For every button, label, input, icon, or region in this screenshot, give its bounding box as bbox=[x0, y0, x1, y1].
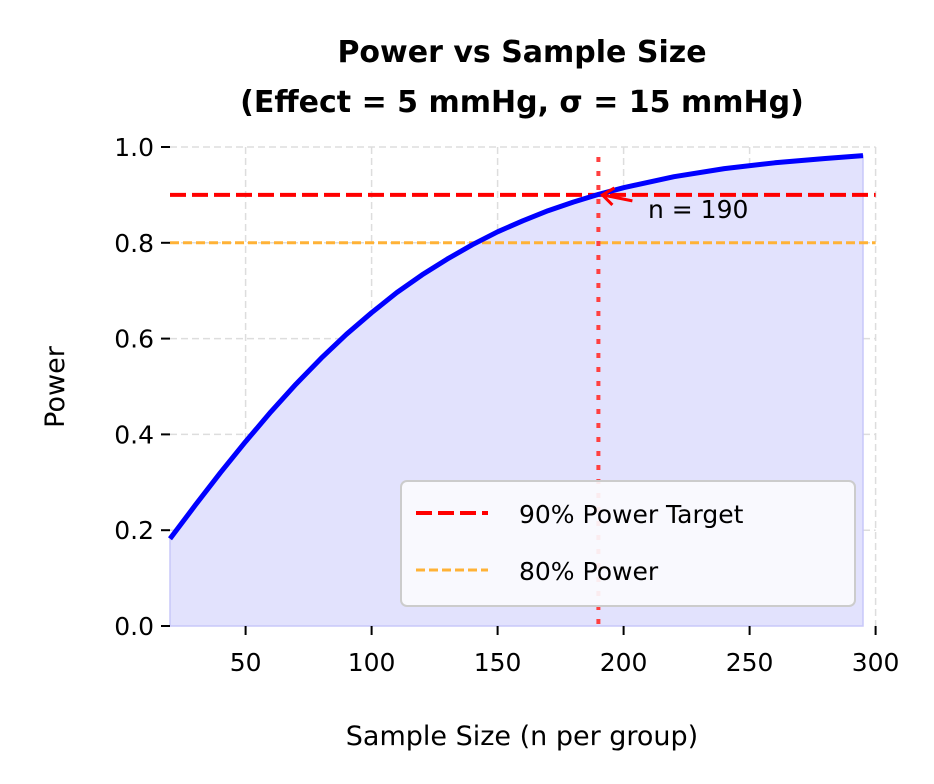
x-tick-label: 50 bbox=[230, 648, 262, 677]
chart-title-line-2: (Effect = 5 mmHg, σ = 15 mmHg) bbox=[240, 85, 804, 120]
annotation: n = 190 bbox=[599, 186, 748, 224]
x-tick-label: 150 bbox=[474, 648, 522, 677]
y-tick-label: 1.0 bbox=[114, 133, 154, 162]
y-tick-label: 0.0 bbox=[114, 612, 154, 641]
y-axis-label: Power bbox=[40, 345, 71, 428]
axes: 50 100 150 200 250 300 0.0 0.2 0.4 0.6 0.8 1.0 bbox=[114, 133, 899, 677]
series bbox=[168, 153, 864, 541]
legend-label-90: 90% Power Target bbox=[519, 500, 744, 529]
y-tick-label: 0.8 bbox=[114, 229, 154, 258]
x-axis-label: Sample Size (n per group) bbox=[346, 721, 698, 752]
x-tick-label: 100 bbox=[348, 648, 396, 677]
legend-label-80: 80% Power bbox=[519, 557, 659, 586]
annotation-arrow bbox=[599, 186, 633, 206]
legend: 90% Power Target 80% Power bbox=[400, 480, 856, 607]
x-tick-label: 200 bbox=[600, 648, 648, 677]
reference-lines bbox=[170, 157, 876, 626]
power-curve bbox=[168, 153, 864, 541]
y-tick-label: 0.4 bbox=[114, 420, 154, 449]
annotation-label: n = 190 bbox=[648, 195, 748, 224]
y-tick-label: 0.6 bbox=[114, 325, 154, 354]
chart-title-line-1: Power vs Sample Size bbox=[337, 35, 706, 70]
legend-box bbox=[400, 480, 856, 607]
x-tick-label: 250 bbox=[726, 648, 774, 677]
y-tick-label: 0.2 bbox=[114, 516, 154, 545]
x-tick-label: 300 bbox=[852, 648, 900, 677]
